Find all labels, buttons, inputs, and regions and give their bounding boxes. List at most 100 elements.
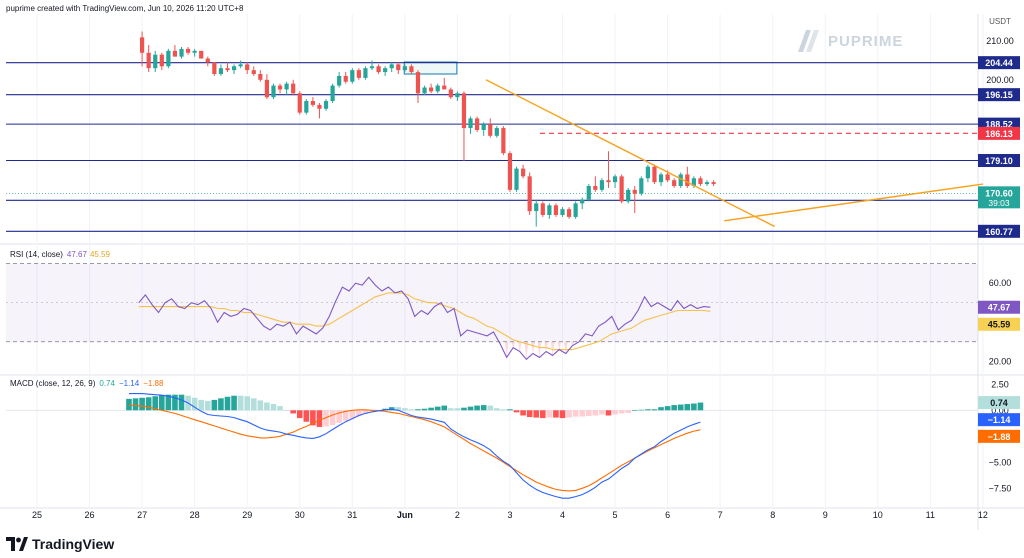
candle-body [711, 182, 716, 185]
candle-body [192, 50, 197, 53]
macd-histogram-bar [638, 409, 645, 411]
macd-hist-value-label: 0.74 [990, 398, 1008, 408]
price-level-label: 160.77 [985, 227, 1013, 237]
candle-body [599, 180, 605, 190]
macd-histogram-bar [487, 405, 494, 411]
trend-line [485, 79, 776, 228]
macd-histogram-bar [369, 410, 375, 412]
macd-histogram-bar [316, 410, 323, 427]
x-tick-label: 5 [613, 510, 618, 520]
candle-body [573, 203, 578, 217]
candle-body [179, 48, 184, 57]
x-tick-label: 9 [823, 510, 828, 520]
macd-histogram-bar [585, 410, 592, 417]
resistance-tag [978, 126, 1020, 140]
price-level-label: 179.10 [985, 156, 1013, 166]
rsi-value-label: 47.67 [988, 303, 1011, 313]
candle-body [468, 118, 473, 129]
rsi-tick-label: 20.00 [989, 356, 1012, 366]
macd-histogram-bar [244, 396, 250, 411]
x-tick-label: 4 [560, 510, 565, 520]
candle-body [343, 75, 348, 82]
macd-histogram-bar [520, 410, 526, 416]
macd-tick-label: 0.00 [991, 405, 1009, 415]
x-tick-label: 10 [873, 510, 883, 520]
macd-histogram-bar [494, 408, 500, 411]
macd-histogram-bar [664, 406, 671, 411]
macd-histogram-bar [474, 405, 480, 411]
macd-histogram-bar [270, 404, 277, 411]
macd-histogram-bar [264, 402, 270, 411]
macd-histogram-bar [559, 410, 566, 419]
x-tick-label: 29 [242, 510, 252, 520]
candle-body [225, 68, 230, 71]
macd-histogram-bar [691, 403, 697, 411]
macd-histogram-bar [145, 397, 152, 411]
price-level-tag [978, 56, 1020, 70]
candle-body [619, 176, 624, 202]
tradingview-logo-text: TradingView [32, 536, 115, 552]
macd-histogram-bar [684, 404, 691, 411]
candle-body [396, 64, 401, 71]
chart-caption: puprime created with TradingView.com, Ju… [6, 4, 244, 13]
candle-body [166, 50, 171, 67]
macd-histogram-bar [139, 397, 145, 411]
macd-value-label: −1.14 [988, 415, 1011, 425]
candle-body [448, 89, 453, 98]
macd-histogram-bar [408, 409, 415, 411]
macd-histogram-bar [172, 394, 178, 411]
macd-title: MACD (close, 12, 26, 9) 0.74 −1.14 −1.88 [10, 379, 164, 388]
macd-histogram-bar [612, 410, 618, 415]
brand-watermark: PUPRIME [792, 26, 903, 56]
candle-body [212, 62, 217, 74]
candle-body [553, 205, 559, 215]
macd-histogram-bar [349, 410, 356, 419]
x-tick-label: 25 [32, 510, 42, 520]
candle-body [415, 72, 421, 94]
tradingview-logo-icon [6, 537, 28, 551]
candle-body [429, 87, 434, 92]
candle-body [586, 186, 591, 200]
candle-body [323, 101, 329, 109]
macd-histogram-bar [631, 410, 638, 411]
macd-histogram-bar [178, 394, 185, 411]
macd-histogram-bar [454, 408, 461, 411]
macd-histogram-bar [257, 400, 264, 411]
macd-histogram-bar [237, 395, 244, 411]
candle-body [356, 70, 361, 78]
candle-body [461, 93, 467, 129]
last-price-label: 170.60 [985, 188, 1013, 198]
candle-body [350, 70, 355, 82]
candle-body [481, 124, 486, 130]
candle-body [238, 64, 243, 67]
candle-body [501, 128, 506, 154]
macd-histogram-bar [296, 410, 303, 419]
price-tick-label: 210.00 [986, 36, 1014, 46]
x-tick-label: 12 [978, 510, 988, 520]
macd-histogram-bar [323, 410, 329, 427]
candle-body [435, 85, 440, 92]
macd-histogram-bar [283, 410, 290, 411]
candle-body [245, 64, 250, 71]
candle-body [369, 66, 375, 69]
macd-histogram-bar [618, 410, 625, 414]
trend-line [724, 183, 983, 222]
candle-body [566, 209, 572, 217]
candle-body [310, 101, 315, 105]
candle-body [442, 85, 447, 90]
candle-body [632, 189, 637, 194]
candle-body [409, 66, 414, 73]
candle-body [698, 178, 703, 185]
macd-histogram-bar [356, 410, 362, 417]
macd-histogram-bar [579, 410, 586, 417]
macd-histogram-bar [546, 410, 553, 418]
candle-body [534, 203, 539, 212]
macd-histogram-bar [310, 410, 316, 426]
candle-body [488, 124, 493, 136]
macd-histogram-bar [651, 409, 658, 411]
macd-signal-line [128, 404, 701, 492]
candle-body [271, 85, 276, 98]
chart-canvas[interactable]: 25 26 27 28 29 30 31 Jun 2 3 4 5 6 7 8 9 10 11 12 USDT 210.0… [0, 0, 1024, 530]
macd-histogram-bar [159, 395, 165, 411]
macd-histogram-bar [507, 409, 513, 411]
